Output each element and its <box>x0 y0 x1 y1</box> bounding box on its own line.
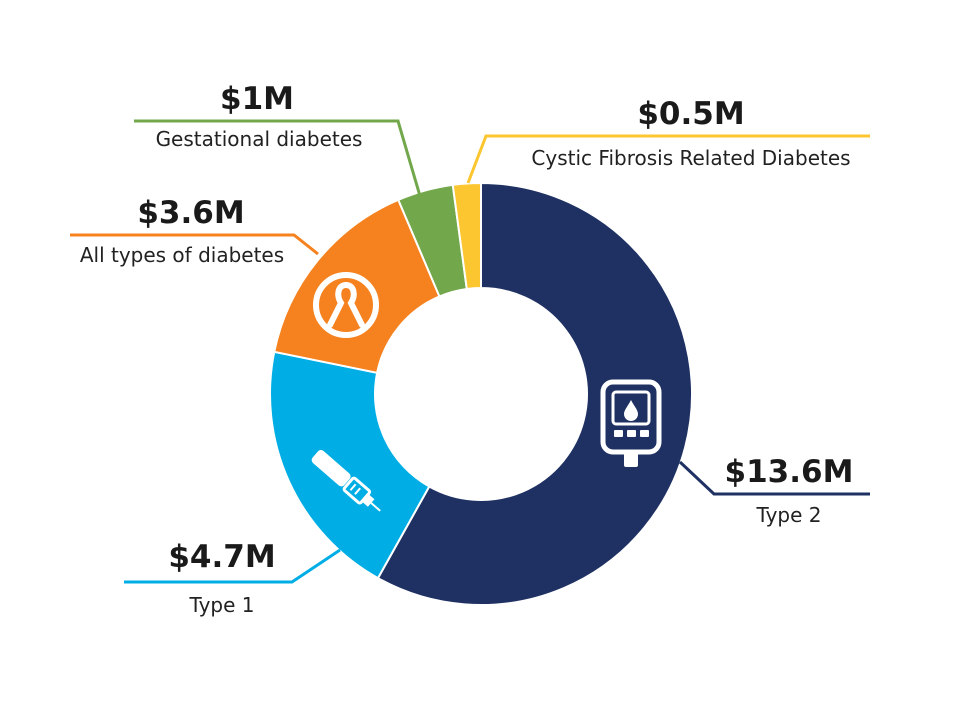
value-label-type-2: $13.6M <box>725 454 854 490</box>
value-label-all-types: $3.6M <box>137 195 244 231</box>
leader-line-type-1 <box>124 548 341 584</box>
value-label-gestational: $1M <box>220 81 294 117</box>
glucose-meter-icon <box>600 379 662 467</box>
donut-slice-cystic-fibrosis-related-diabetes <box>451 181 482 291</box>
insulin-pen-icon <box>311 450 381 512</box>
donut-slice-type-2 <box>376 181 693 606</box>
category-label-type-1: Type 1 <box>188 593 254 617</box>
donut-slice-all-types-of-diabetes <box>273 198 441 374</box>
awareness-ribbon-icon <box>313 272 379 338</box>
category-label-cystic-fibrosis: Cystic Fibrosis Related Diabetes <box>531 146 850 170</box>
leader-line-all-types <box>70 233 319 256</box>
chart-slices <box>269 181 693 606</box>
leader-line-type-2 <box>678 460 870 496</box>
leader-line-cystic-fibrosis <box>466 134 870 184</box>
value-label-type-1: $4.7M <box>168 539 275 575</box>
donut-slice-type-1 <box>269 350 431 580</box>
category-label-gestational: Gestational diabetes <box>156 127 363 151</box>
category-label-type-2: Type 2 <box>755 503 821 527</box>
category-label-all-types: All types of diabetes <box>80 243 284 267</box>
leader-line-gestational <box>134 119 422 197</box>
value-label-cystic-fibrosis: $0.5M <box>637 96 744 132</box>
